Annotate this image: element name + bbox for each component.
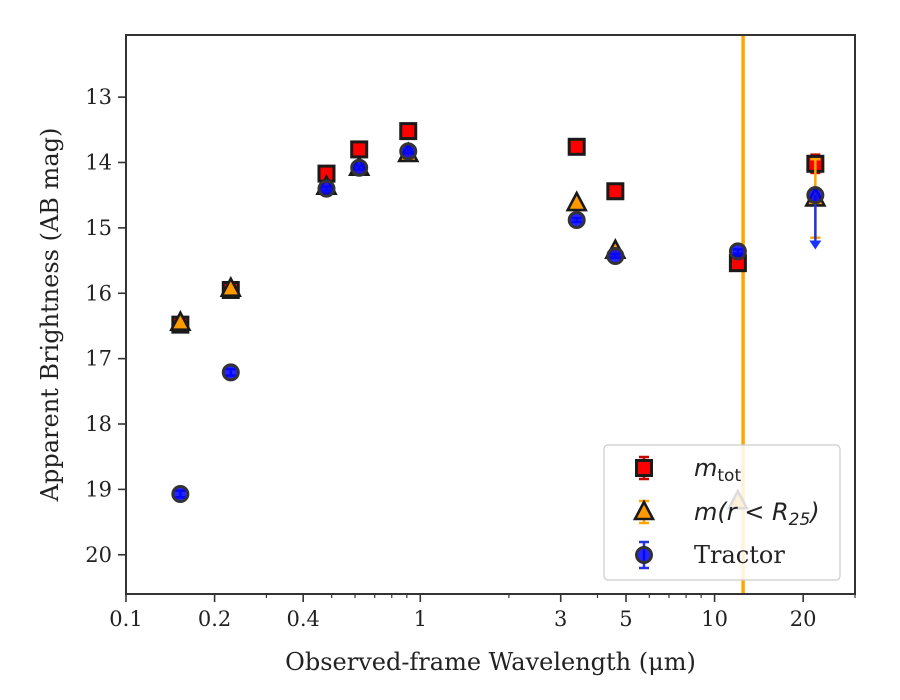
upper-limit-arrow: [809, 240, 822, 250]
y-tick-label: 14: [85, 150, 112, 174]
data-point: [567, 211, 586, 230]
data-point: [567, 137, 586, 156]
x-tick-label: 0.1: [109, 607, 142, 631]
x-axis-ticks: 0.1 0.2 0.4 1 3 5 10 20: [109, 594, 856, 631]
legend-label: mtot: [694, 454, 741, 486]
data-point: [606, 182, 625, 201]
legend-marker: [635, 546, 653, 564]
data-point: [606, 246, 625, 265]
legend-label: Tractor: [694, 541, 785, 569]
y-tick-label: 20: [85, 543, 112, 567]
plot-frame: [125, 34, 856, 595]
data-marks-layer: [169, 122, 827, 510]
legend-box: [603, 444, 841, 581]
legend: mtot m(r < R25) Tractor: [603, 444, 841, 581]
data-point: [350, 140, 369, 159]
x-axis-label: Observed-frame Wavelength (μm): [285, 648, 696, 676]
data-point: [565, 190, 588, 212]
data-point: [317, 179, 336, 198]
y-tick-label: 15: [85, 216, 112, 240]
data-point: [399, 142, 418, 161]
y-tick-label: 18: [85, 412, 112, 436]
y-tick-label: 16: [85, 281, 112, 305]
legend-label: m(r < R25): [694, 498, 820, 530]
data-point: [399, 122, 418, 141]
x-tick-label: 1: [414, 607, 427, 631]
legend-marker: [632, 499, 656, 521]
y-tick-label: 19: [85, 477, 112, 501]
data-point: [171, 484, 190, 503]
x-tick-label: 0.2: [198, 607, 231, 631]
data-point: [169, 309, 192, 331]
data-point: [219, 275, 242, 297]
x-tick-label: 20: [790, 607, 817, 631]
y-axis-ticks: 13 14 15 16 17 18 19 20: [85, 85, 126, 567]
data-point: [350, 158, 369, 177]
x-tick-label: 10: [701, 607, 728, 631]
legend-marker: [635, 459, 653, 477]
data-point: [728, 242, 747, 261]
y-tick-label: 13: [85, 85, 112, 109]
data-point: [806, 186, 825, 205]
series-2: [171, 142, 825, 503]
x-tick-label: 5: [619, 607, 632, 631]
y-axis-label: Apparent Brightness (AB mag): [36, 128, 64, 503]
x-tick-label: 3: [554, 607, 567, 631]
y-tick-label: 17: [85, 347, 112, 371]
x-tick-label: 0.4: [286, 607, 319, 631]
data-point: [221, 363, 240, 382]
